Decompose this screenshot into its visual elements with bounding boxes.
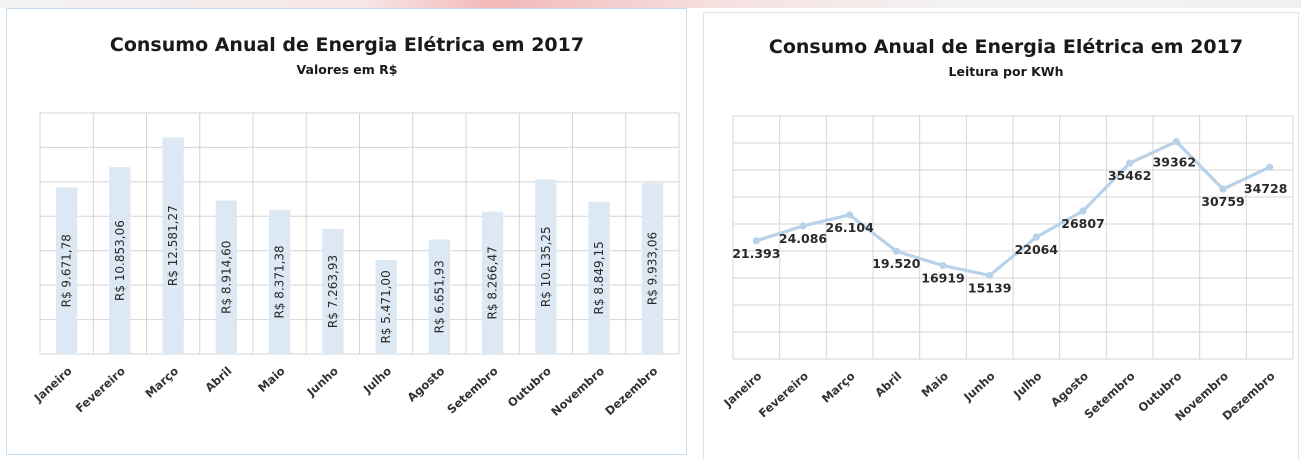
line-point	[892, 247, 900, 255]
line-data-label: 26807	[1061, 216, 1105, 231]
line-chart-gridlines	[732, 115, 1294, 360]
line-x-tick-label: Maio	[919, 369, 952, 400]
line-chart-series	[755, 140, 1271, 277]
line-point	[1266, 163, 1274, 171]
line-data-label: 22064	[1015, 242, 1059, 257]
line-x-tick-label: Junho	[960, 369, 997, 405]
bar-data-label: R$ 12.581,27	[166, 205, 180, 286]
bar-x-tick-label: Novembro	[548, 364, 607, 419]
line-point	[1032, 233, 1040, 241]
line-x-tick-label: Fevereiro	[756, 369, 811, 421]
line-point	[846, 211, 854, 219]
bar-data-label: R$ 8.914,60	[219, 241, 233, 314]
line-x-tick-label: Março	[819, 369, 858, 406]
line-chart-subtitle: Leitura por KWh	[949, 64, 1064, 79]
bar-chart-bars	[55, 137, 664, 354]
bar	[641, 183, 664, 354]
bar	[55, 187, 78, 354]
bar	[375, 259, 397, 354]
line-data-label: 21.393	[732, 246, 780, 261]
bar-data-label: R$ 8.849,15	[592, 241, 606, 314]
bar-data-label: R$ 7.263,93	[326, 255, 340, 328]
line-x-tick-label: Julho	[1010, 369, 1044, 402]
line-chart: Consumo Anual de Energia Elétrica em 201…	[720, 36, 1294, 424]
bar-data-label: R$ 9.933,06	[645, 232, 659, 305]
line-x-tick-label: Abril	[872, 369, 904, 400]
line-series-path	[755, 140, 1271, 277]
bar	[535, 179, 557, 354]
line-point	[1126, 159, 1134, 167]
line-x-tick-label: Janeiro	[720, 369, 764, 411]
line-data-label: 16919	[921, 271, 965, 286]
line-data-label: 24.086	[779, 231, 828, 246]
bar-x-tick-label: Dezembro	[602, 364, 660, 418]
line-chart-points	[752, 138, 1274, 279]
bar	[481, 211, 504, 354]
bar-x-tick-label: Julho	[360, 364, 394, 397]
bar	[215, 200, 238, 354]
line-data-label: 34728	[1244, 181, 1288, 196]
bar-x-tick-label: Janeiro	[31, 364, 75, 406]
bar	[109, 167, 131, 354]
bar-x-tick-label: Abril	[202, 364, 234, 395]
line-point	[799, 222, 807, 230]
bar-data-label: R$ 8.371,38	[273, 245, 287, 318]
line-x-tick-label: Setembro	[1081, 369, 1137, 422]
bar	[162, 137, 184, 354]
bar	[322, 228, 344, 354]
line-point	[752, 237, 760, 245]
bar-x-tick-label: Fevereiro	[73, 364, 128, 416]
bar-data-label: R$ 9.671,78	[60, 234, 74, 307]
line-point	[986, 271, 994, 279]
line-chart-panel: Consumo Anual de Energia Elétrica em 201…	[703, 12, 1299, 460]
bar-data-label: R$ 10.135,25	[539, 226, 553, 307]
bar-data-label: R$ 10.853,06	[113, 220, 127, 301]
line-point	[1172, 138, 1180, 146]
bar-chart-title: Consumo Anual de Energia Elétrica em 201…	[110, 34, 584, 56]
line-data-label: 30759	[1201, 194, 1245, 209]
bar	[588, 201, 610, 354]
background-strip	[0, 0, 1301, 8]
bar-x-tick-label: Março	[142, 364, 181, 401]
line-point	[1219, 185, 1227, 193]
line-data-label: 35462	[1108, 168, 1152, 183]
bar-chart-subtitle: Valores em R$	[297, 62, 398, 77]
bar-x-tick-label: Junho	[303, 364, 340, 400]
bar-chart-data-labels: R$ 9.671,78 R$ 10.853,06 R$ 12.581,27 R$ 8.…	[60, 205, 660, 343]
bar-data-label: R$ 5.471,00	[379, 270, 393, 343]
line-data-label: 19.520	[872, 256, 921, 271]
bar-data-label: R$ 6.651,93	[432, 260, 446, 333]
bar-x-tick-label: Agosto	[404, 364, 447, 405]
bar-x-tick-label: Outubro	[505, 364, 554, 410]
line-x-tick-label: Agosto	[1048, 369, 1091, 410]
bar-x-tick-label: Setembro	[444, 364, 500, 417]
line-point	[1079, 207, 1087, 215]
line-chart-title: Consumo Anual de Energia Elétrica em 201…	[769, 36, 1243, 58]
bar-chart: Consumo Anual de Energia Elétrica em 201…	[31, 34, 680, 419]
bar-chart-panel: Consumo Anual de Energia Elétrica em 201…	[6, 8, 687, 455]
line-data-label: 15139	[968, 280, 1012, 295]
line-data-label: 26.104	[826, 220, 875, 235]
bar	[428, 239, 451, 354]
bar	[268, 209, 291, 354]
bar-data-label: R$ 8.266,47	[486, 246, 500, 319]
bar-x-tick-label: Maio	[255, 364, 288, 395]
bar-chart-gridlines	[39, 112, 680, 355]
line-data-label: 39362	[1153, 155, 1197, 170]
line-point	[939, 261, 947, 270]
